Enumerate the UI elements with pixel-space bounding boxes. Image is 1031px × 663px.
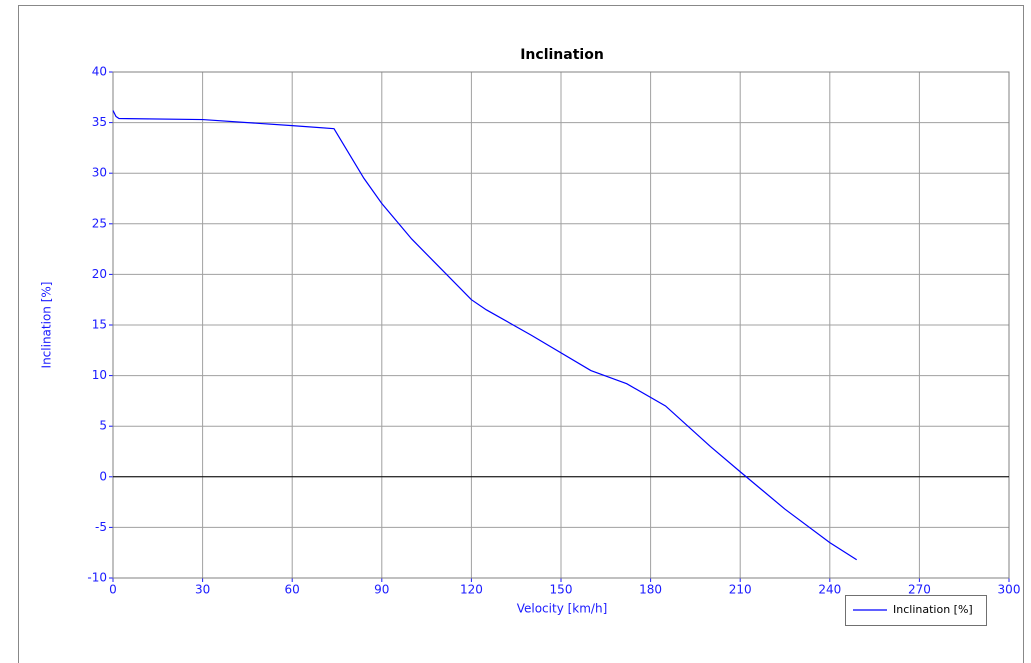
legend-label: Inclination [%] (893, 603, 973, 616)
x-tick-label: 120 (460, 583, 483, 597)
x-tick-label: 90 (374, 583, 389, 597)
y-tick-label: 40 (92, 65, 107, 79)
y-tick-label: 20 (92, 267, 107, 281)
x-tick-label: 270 (908, 583, 931, 597)
y-tick-label: -10 (87, 571, 107, 585)
frame (18, 5, 1024, 663)
x-tick-label: 60 (285, 583, 300, 597)
x-tick-label: 300 (998, 583, 1021, 597)
y-tick-label: 5 (99, 419, 107, 433)
x-tick-label: 180 (639, 583, 662, 597)
x-tick-label: 0 (109, 583, 117, 597)
chart-title: Inclination (520, 47, 604, 63)
x-tick-label: 150 (550, 583, 573, 597)
data-line (112, 110, 858, 561)
y-tick-label: 15 (92, 318, 107, 332)
x-axis-label: Velocity [km/h] (517, 602, 608, 616)
plot-border (112, 71, 1010, 579)
y-tick-label: 35 (92, 115, 107, 129)
x-tick-label: 30 (195, 583, 210, 597)
x-tick-label: 240 (818, 583, 841, 597)
y-tick-label: -5 (95, 520, 107, 534)
y-tick-label: 30 (92, 166, 107, 180)
y-tick-label: 25 (92, 216, 107, 230)
y-tick-label: 10 (92, 368, 107, 382)
y-tick-label: 0 (99, 469, 107, 483)
x-tick-label: 210 (729, 583, 752, 597)
y-axis-label: Inclination [%] (40, 282, 54, 369)
